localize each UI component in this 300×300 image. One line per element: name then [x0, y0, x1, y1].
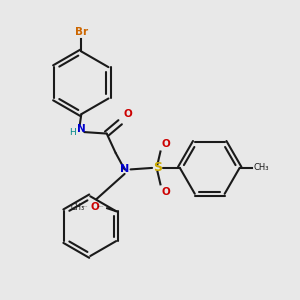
Text: methoxy: methoxy	[98, 206, 104, 207]
Text: CH₃: CH₃	[71, 203, 85, 212]
Text: N: N	[120, 164, 129, 174]
Text: O: O	[91, 202, 100, 212]
Text: CH₃: CH₃	[254, 164, 269, 172]
Text: S: S	[153, 161, 162, 174]
Text: O: O	[123, 109, 132, 119]
Text: O: O	[162, 187, 171, 197]
Text: O: O	[162, 139, 171, 148]
Text: N: N	[77, 124, 86, 134]
Text: Br: Br	[75, 26, 88, 37]
Text: methoxy: methoxy	[82, 206, 88, 207]
Text: H: H	[69, 128, 76, 136]
